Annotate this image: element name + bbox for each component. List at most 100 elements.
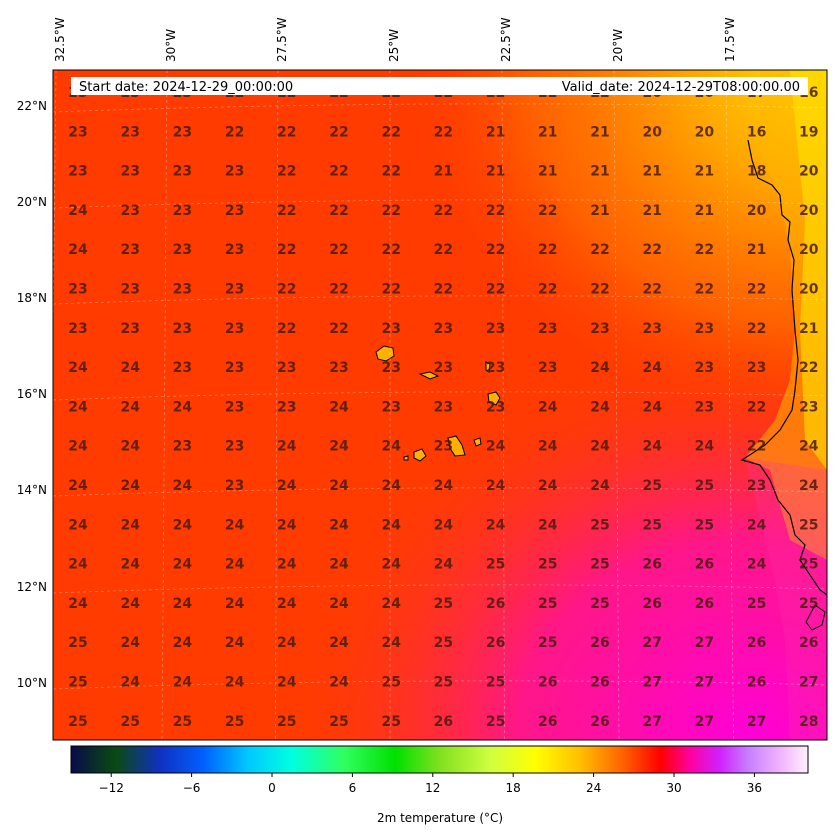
cell-value-r15-c11: 27 bbox=[642, 675, 661, 691]
cell-value-r3-c13: 20 bbox=[747, 203, 767, 219]
cell-value-r11-c13: 24 bbox=[747, 517, 767, 533]
cell-value-r5-c10: 22 bbox=[590, 282, 609, 298]
island-santiago bbox=[447, 435, 466, 457]
cell-value-r2-c8: 21 bbox=[486, 164, 505, 180]
island-maio bbox=[473, 437, 482, 447]
cell-value-r8-c1: 24 bbox=[120, 399, 140, 415]
cell-value-r13-c13: 25 bbox=[747, 596, 766, 612]
longitude-labels: 32.5°W 30°W 27.5°W 25°W 22.5°W 20°W 17.5°W bbox=[53, 17, 737, 62]
cell-value-r8-c9: 24 bbox=[538, 399, 558, 415]
cell-value-r1-c3: 22 bbox=[225, 124, 244, 140]
cell-value-r5-c9: 22 bbox=[538, 282, 557, 298]
cell-value-r14-c10: 26 bbox=[590, 635, 609, 651]
cell-value-r13-c3: 24 bbox=[225, 596, 245, 612]
lon-label: 25°W bbox=[387, 29, 401, 62]
cell-value-r16-c5: 25 bbox=[329, 714, 348, 730]
cell-value-r7-c2: 23 bbox=[173, 360, 192, 376]
cell-value-r12-c1: 24 bbox=[120, 557, 140, 573]
colorbar-tick-label: 12 bbox=[425, 781, 440, 795]
cell-value-r7-c14: 22 bbox=[799, 360, 818, 376]
cell-value-r9-c7: 23 bbox=[434, 439, 453, 455]
colorbar-tick-label: 36 bbox=[747, 781, 762, 795]
cell-value-r5-c2: 23 bbox=[173, 282, 192, 298]
cell-value-r14-c5: 24 bbox=[329, 635, 349, 651]
cell-value-r13-c1: 24 bbox=[120, 596, 140, 612]
cell-value-r9-c8: 24 bbox=[486, 439, 506, 455]
cell-value-r11-c14: 25 bbox=[799, 517, 818, 533]
parallel-line bbox=[53, 680, 827, 690]
cell-value-r15-c0: 25 bbox=[68, 675, 87, 691]
colorbar-label: 2m temperature (°C) bbox=[377, 811, 503, 825]
cell-value-r3-c9: 22 bbox=[538, 203, 557, 219]
cell-value-r1-c11: 20 bbox=[642, 124, 662, 140]
cell-value-r3-c6: 22 bbox=[381, 203, 400, 219]
cell-value-r10-c11: 25 bbox=[642, 478, 661, 494]
colorbar bbox=[70, 745, 809, 774]
cell-value-r12-c8: 25 bbox=[486, 557, 505, 573]
cell-value-r10-c6: 24 bbox=[381, 478, 401, 494]
cell-value-r12-c0: 24 bbox=[68, 557, 88, 573]
cell-value-r9-c3: 23 bbox=[225, 439, 244, 455]
cell-value-r2-c6: 22 bbox=[381, 164, 400, 180]
cell-value-r16-c2: 25 bbox=[173, 714, 192, 730]
cell-value-r2-c13: 18 bbox=[747, 164, 766, 180]
cell-value-r16-c1: 25 bbox=[120, 714, 139, 730]
cell-value-r14-c9: 25 bbox=[538, 635, 557, 651]
lat-label: 14°N bbox=[17, 483, 47, 497]
cell-value-r12-c7: 24 bbox=[434, 557, 454, 573]
cell-value-r11-c5: 24 bbox=[329, 517, 349, 533]
lon-label: 27.5°W bbox=[275, 17, 289, 62]
cell-value-r6-c12: 23 bbox=[695, 321, 714, 337]
cell-value-r9-c14: 24 bbox=[799, 439, 819, 455]
cell-value-r5-c12: 22 bbox=[695, 282, 714, 298]
cell-value-r10-c7: 24 bbox=[434, 478, 454, 494]
cell-value-r1-c13: 16 bbox=[747, 124, 766, 140]
colorbar-tick-label: 24 bbox=[586, 781, 601, 795]
cell-value-r16-c14: 28 bbox=[799, 714, 818, 730]
cell-value-r14-c13: 26 bbox=[747, 635, 766, 651]
cell-value-r2-c7: 21 bbox=[434, 164, 453, 180]
cell-value-r9-c11: 24 bbox=[642, 439, 662, 455]
cell-value-r8-c5: 24 bbox=[329, 399, 349, 415]
cell-value-r1-c12: 20 bbox=[695, 124, 715, 140]
cell-value-r4-c13: 21 bbox=[747, 242, 766, 258]
cell-value-r10-c14: 24 bbox=[799, 478, 819, 494]
cell-value-r5-c4: 22 bbox=[277, 282, 296, 298]
cell-value-r4-c9: 22 bbox=[538, 242, 557, 258]
cell-value-r4-c14: 20 bbox=[799, 242, 819, 258]
cell-value-r11-c8: 24 bbox=[486, 517, 506, 533]
cell-value-r6-c4: 22 bbox=[277, 321, 296, 337]
cell-value-r1-c2: 23 bbox=[173, 124, 192, 140]
lon-label: 17.5°W bbox=[723, 17, 737, 62]
cell-value-r2-c1: 23 bbox=[120, 164, 139, 180]
cell-value-r15-c1: 24 bbox=[120, 675, 140, 691]
cell-value-r9-c13: 22 bbox=[747, 439, 766, 455]
cell-value-r14-c4: 24 bbox=[277, 635, 297, 651]
cell-value-r13-c2: 24 bbox=[173, 596, 193, 612]
cell-value-r2-c5: 22 bbox=[329, 164, 348, 180]
colorbar-tick-label: 6 bbox=[349, 781, 357, 795]
cell-value-r9-c9: 24 bbox=[538, 439, 558, 455]
lon-label: 20°W bbox=[611, 29, 625, 62]
parallel-line bbox=[53, 295, 827, 305]
cell-value-r7-c7: 23 bbox=[434, 360, 453, 376]
cell-value-r15-c3: 24 bbox=[225, 675, 245, 691]
cell-value-r11-c12: 25 bbox=[695, 517, 714, 533]
cell-value-r11-c2: 24 bbox=[173, 517, 193, 533]
cell-value-r11-c1: 24 bbox=[120, 517, 140, 533]
header-banner bbox=[71, 77, 808, 95]
cell-value-r15-c14: 27 bbox=[799, 675, 818, 691]
island-brava bbox=[403, 455, 409, 461]
cell-value-r14-c0: 25 bbox=[68, 635, 87, 651]
cell-value-r2-c12: 21 bbox=[695, 164, 714, 180]
cell-value-r7-c10: 24 bbox=[590, 360, 610, 376]
cell-value-r2-c10: 21 bbox=[590, 164, 609, 180]
cell-value-r10-c2: 24 bbox=[173, 478, 193, 494]
cell-value-r12-c11: 26 bbox=[642, 557, 661, 573]
cell-value-r10-c5: 24 bbox=[329, 478, 349, 494]
latitude-labels: 22°N 20°N 18°N 16°N 14°N 12°N 10°N bbox=[17, 99, 47, 690]
cell-value-r3-c8: 22 bbox=[486, 203, 505, 219]
cell-value-r15-c10: 26 bbox=[590, 675, 609, 691]
cell-value-r6-c5: 22 bbox=[329, 321, 348, 337]
lat-label: 22°N bbox=[17, 99, 47, 113]
